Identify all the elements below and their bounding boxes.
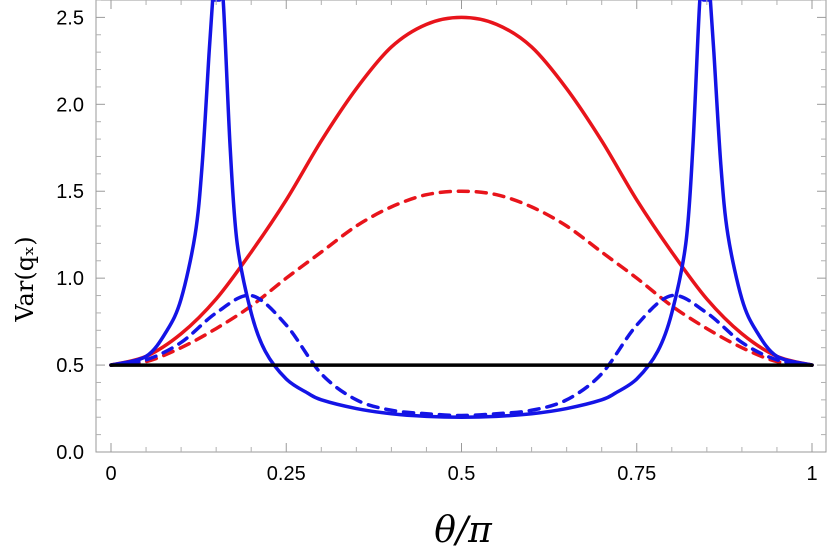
labels-layer: θ/π Var(qₓ) [11,236,493,551]
y-tick-label: 2.0 [56,94,84,116]
y-axis-label: Var(qₓ) [11,236,39,322]
x-tick-label: 0.5 [448,463,476,485]
y-tick-label: 0.0 [56,442,84,464]
x-axis-label: θ/π [434,510,493,551]
y-tick-label: 0.5 [56,355,84,377]
series-layer [109,0,814,419]
series-line-4 [109,293,814,418]
x-tick-label: 0.75 [617,463,656,485]
y-tick-label: 1.0 [56,268,84,290]
x-tick-label: 1 [806,463,817,485]
y-tick-label: 2.5 [56,7,84,29]
y-tick-label: 1.5 [56,181,84,203]
series-line-3 [109,0,814,419]
x-tick-label: 0 [105,463,116,485]
series-line-2 [109,189,814,367]
x-tick-label: 0.25 [267,463,306,485]
ticks-layer: 0.0 0.5 1.0 1.5 2.0 2.5 0 0.25 0.5 0.75 1 [56,0,826,485]
series-line-1 [109,15,814,367]
